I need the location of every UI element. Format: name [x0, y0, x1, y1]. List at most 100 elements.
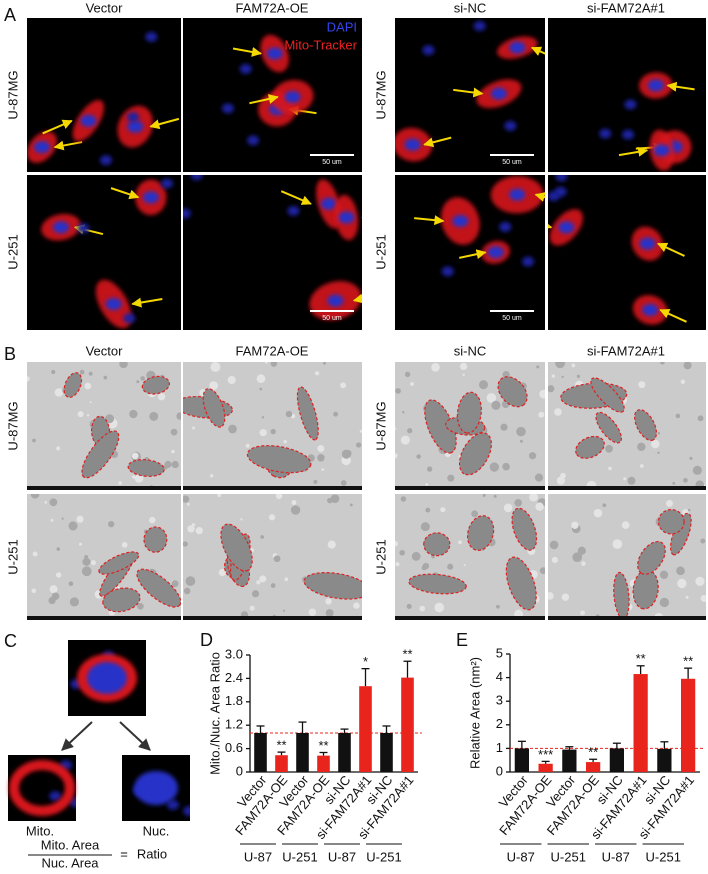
granule	[68, 521, 78, 531]
granule	[105, 414, 115, 424]
granule	[528, 452, 537, 460]
row-label: U-87MG	[5, 70, 20, 119]
arrow	[659, 308, 687, 323]
nucleus	[639, 237, 656, 250]
mitochondrion	[141, 375, 170, 395]
granule	[400, 435, 410, 445]
nucleus	[490, 87, 507, 100]
granule	[657, 451, 660, 454]
granule	[502, 370, 510, 379]
granule	[30, 494, 40, 499]
mitochondrion	[296, 386, 319, 441]
granule	[323, 362, 327, 365]
group-label: U-251	[551, 849, 586, 864]
texture	[395, 494, 545, 619]
granule	[264, 362, 268, 364]
granule	[187, 525, 195, 533]
granule	[551, 556, 558, 564]
arrow	[131, 297, 163, 308]
granule	[88, 371, 93, 376]
texture	[183, 494, 362, 619]
granule	[210, 362, 221, 372]
arrow	[352, 293, 362, 304]
granule	[317, 444, 325, 453]
image-background	[548, 175, 706, 330]
cell	[9, 760, 75, 816]
cells	[599, 72, 695, 171]
mitochondrion	[670, 512, 692, 556]
scale-bar-label: 50 um	[322, 315, 342, 322]
granule	[170, 428, 178, 436]
granule	[689, 456, 693, 460]
granule	[623, 477, 627, 481]
granule	[489, 462, 499, 472]
mitochondrion	[637, 540, 666, 575]
granule	[217, 494, 222, 497]
bar	[359, 686, 372, 772]
granule	[416, 454, 421, 459]
nucleus	[554, 186, 567, 197]
granule	[535, 502, 544, 511]
y-axis-label: Relative Area (nm²)	[467, 657, 482, 769]
granule	[580, 610, 586, 616]
bar	[657, 748, 672, 772]
granule	[256, 374, 266, 383]
scale-strip	[27, 486, 181, 490]
granule	[157, 392, 166, 401]
fluorescence-image	[395, 175, 545, 330]
granule	[514, 499, 522, 507]
mitochondrion	[634, 409, 658, 442]
scale-strip	[548, 616, 706, 620]
granule	[56, 547, 61, 551]
nucleus	[183, 806, 190, 817]
cells	[41, 178, 173, 329]
granule	[395, 388, 401, 394]
granule	[519, 439, 523, 443]
granule	[458, 540, 462, 545]
mitochondrion	[456, 391, 482, 434]
em-image	[27, 494, 181, 620]
bar	[562, 749, 577, 772]
granule	[163, 464, 168, 470]
nucleus	[622, 129, 635, 140]
nucleus	[555, 175, 568, 182]
granule	[118, 481, 122, 485]
nucleus	[52, 221, 69, 234]
y-tick-label: 3.0	[225, 646, 243, 661]
granule	[195, 527, 203, 535]
nucleus	[80, 114, 97, 127]
granule	[61, 517, 64, 520]
granule	[627, 476, 636, 485]
bar	[275, 755, 288, 772]
granule	[240, 518, 243, 521]
image-layer	[8, 18, 706, 821]
granule	[410, 381, 415, 386]
fluorescence-image	[395, 18, 545, 172]
granule	[285, 410, 293, 418]
nucleus	[599, 128, 612, 139]
granule	[171, 449, 175, 454]
formula-result: Ratio	[137, 846, 167, 861]
panel-label: A	[4, 5, 16, 25]
granule	[132, 475, 136, 479]
granule	[404, 371, 411, 378]
nucleus	[145, 31, 158, 42]
granule	[191, 426, 195, 430]
column-header: Vector	[86, 343, 124, 358]
scale-bar-label: 50 um	[322, 159, 342, 166]
granule	[447, 474, 455, 482]
granule	[660, 362, 665, 365]
granule	[119, 362, 128, 369]
row-label: U-87MG	[373, 70, 388, 119]
texture	[27, 362, 181, 489]
granule	[183, 495, 190, 503]
mitochondrion	[657, 508, 685, 535]
granule	[536, 365, 540, 369]
y-tick-label: 3	[496, 693, 503, 708]
granule	[259, 575, 267, 583]
granule	[549, 540, 559, 550]
nucleus	[247, 135, 260, 146]
nucleus	[127, 120, 144, 133]
significance-label: **	[683, 654, 693, 669]
